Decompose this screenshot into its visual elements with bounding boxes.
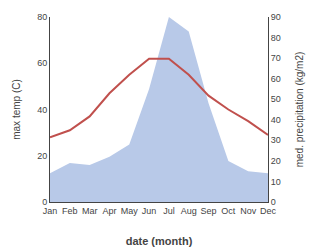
- svg-text:May: May: [121, 206, 139, 216]
- svg-text:40: 40: [271, 115, 281, 125]
- svg-text:60: 60: [37, 58, 47, 68]
- svg-text:Dec: Dec: [260, 206, 277, 216]
- svg-text:60: 60: [271, 74, 281, 84]
- svg-text:Jun: Jun: [142, 206, 157, 216]
- svg-text:90: 90: [271, 12, 281, 22]
- svg-text:20: 20: [37, 151, 47, 161]
- svg-text:Sep: Sep: [201, 206, 217, 216]
- svg-text:10: 10: [271, 177, 281, 187]
- svg-text:Feb: Feb: [62, 206, 78, 216]
- svg-text:Apr: Apr: [102, 206, 116, 216]
- svg-text:Aug: Aug: [181, 206, 197, 216]
- svg-text:20: 20: [271, 156, 281, 166]
- svg-text:30: 30: [271, 135, 281, 145]
- svg-text:med. precipitation (kg/m2): med. precipitation (kg/m2): [294, 52, 305, 168]
- svg-text:80: 80: [271, 33, 281, 43]
- svg-text:max temp (C): max temp (C): [11, 79, 22, 140]
- svg-text:Nov: Nov: [240, 206, 257, 216]
- svg-text:50: 50: [271, 94, 281, 104]
- svg-text:0: 0: [271, 197, 276, 207]
- svg-text:70: 70: [271, 53, 281, 63]
- svg-text:date (month): date (month): [126, 235, 193, 247]
- svg-text:40: 40: [37, 105, 47, 115]
- svg-text:0: 0: [42, 197, 47, 207]
- svg-text:Oct: Oct: [221, 206, 236, 216]
- svg-text:Jul: Jul: [163, 206, 175, 216]
- svg-text:80: 80: [37, 12, 47, 22]
- svg-text:Jan: Jan: [43, 206, 58, 216]
- svg-text:Mar: Mar: [82, 206, 98, 216]
